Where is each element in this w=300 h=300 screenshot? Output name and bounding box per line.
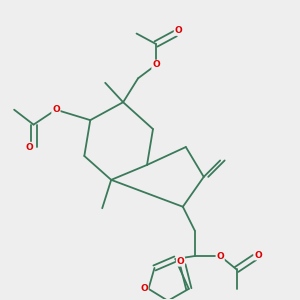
- Text: O: O: [177, 257, 184, 266]
- Text: O: O: [216, 251, 224, 260]
- Text: O: O: [140, 284, 148, 293]
- Text: O: O: [25, 142, 33, 152]
- Text: O: O: [152, 60, 160, 69]
- Text: O: O: [254, 250, 262, 260]
- Text: O: O: [175, 26, 182, 35]
- Text: O: O: [52, 105, 60, 114]
